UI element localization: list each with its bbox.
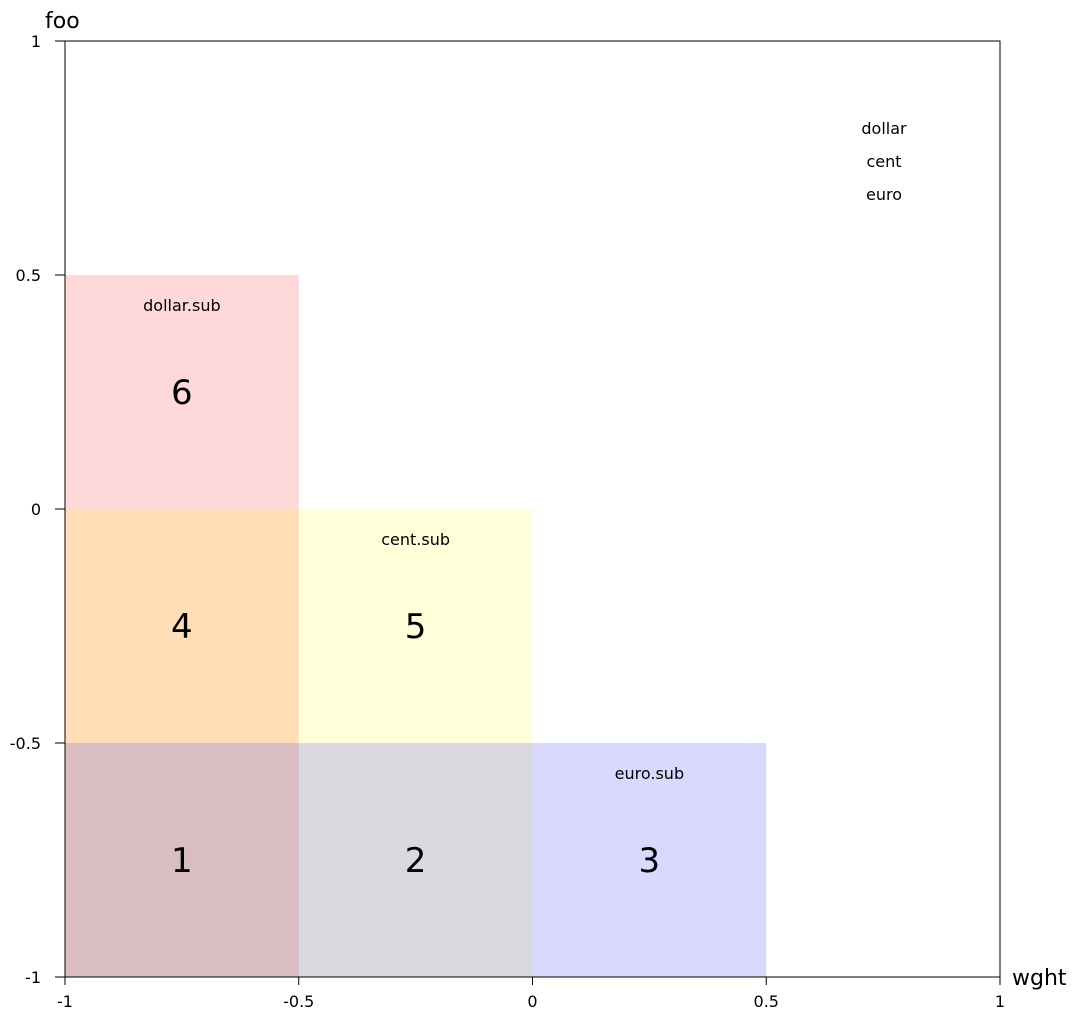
x-tick-label: 1 xyxy=(995,992,1005,1011)
region-numbers: 1 2 3 4 5 6 xyxy=(171,373,660,881)
x-tick-label: 0 xyxy=(527,992,537,1011)
region-number-6: 6 xyxy=(171,373,193,413)
legend: dollar cent euro xyxy=(861,119,907,204)
legend-item-euro: euro xyxy=(866,185,902,204)
y-tick-label: -0.5 xyxy=(10,734,41,753)
x-tick-label: 0.5 xyxy=(754,992,779,1011)
legend-item-cent: cent xyxy=(866,152,901,171)
legend-item-dollar: dollar xyxy=(861,119,907,138)
master-label-euro-sub: euro.sub xyxy=(615,764,684,783)
master-fills xyxy=(65,275,767,977)
x-tick-label: -1 xyxy=(57,992,73,1011)
x-tick-label: -0.5 xyxy=(283,992,314,1011)
y-tick-label: 0 xyxy=(31,500,41,519)
y-tick-label: -1 xyxy=(25,968,41,987)
region-number-5: 5 xyxy=(405,607,427,647)
master-label-cent-sub: cent.sub xyxy=(381,530,450,549)
region-number-2: 2 xyxy=(405,841,427,881)
y-tick-label: 1 xyxy=(31,32,41,51)
master-fill-cent-sub xyxy=(65,509,533,977)
master-label-dollar-sub: dollar.sub xyxy=(143,296,220,315)
master-labels: dollar.sub cent.sub euro.sub xyxy=(143,296,684,783)
y-axis-title: foo xyxy=(45,9,80,34)
master-fill-dollar-sub xyxy=(65,275,299,977)
region-number-4: 4 xyxy=(171,607,193,647)
x-axis-title: wght xyxy=(1012,966,1067,991)
region-number-1: 1 xyxy=(171,841,193,881)
axis-ticks: -1 -0.5 0 0.5 1 -1 -0.5 0 0.5 1 xyxy=(10,32,1005,1011)
master-fill-euro-sub xyxy=(65,743,767,977)
region-number-3: 3 xyxy=(639,841,661,881)
y-tick-label: 0.5 xyxy=(16,266,41,285)
